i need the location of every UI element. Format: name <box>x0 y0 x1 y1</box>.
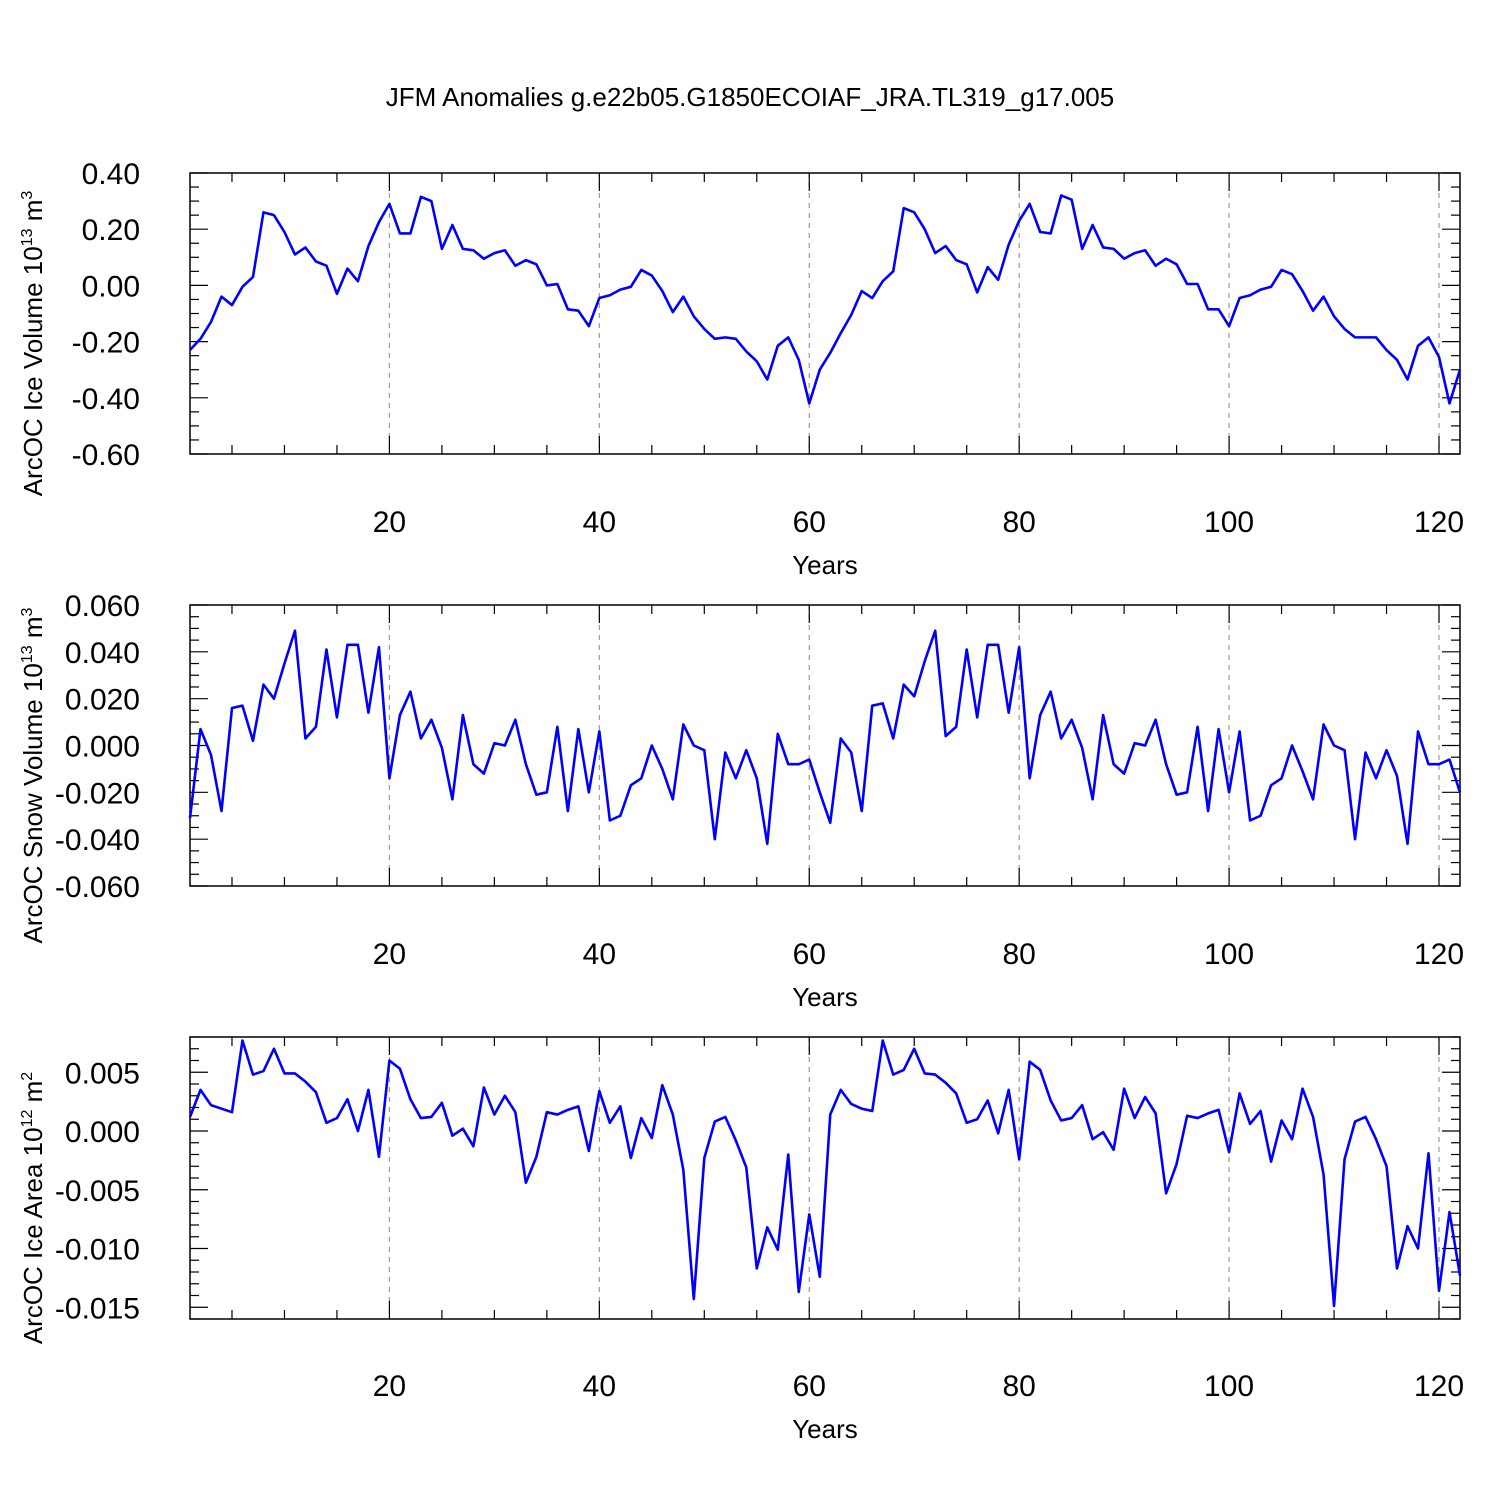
x-tick-label-40: 40 <box>583 1370 616 1403</box>
x-axis-title: Years <box>792 550 858 580</box>
x-tick-label-120: 120 <box>1414 938 1464 971</box>
x-tick-label-100: 100 <box>1204 506 1254 539</box>
x-tick-label-80: 80 <box>1002 506 1035 539</box>
snow-volume-panel: 20 40 60 80 100 120 0.060 0.040 0.020 0.000 -0.020… <box>18 590 1464 1012</box>
series-line <box>188 629 1462 846</box>
y-tick-label: -0.060 <box>55 871 140 904</box>
x-tick-label-80: 80 <box>1002 938 1035 971</box>
x-tick-label-60: 60 <box>793 506 826 539</box>
series-line <box>189 194 1462 405</box>
x-tick-label-60: 60 <box>793 1370 826 1403</box>
y-axis-title: ArcOC Snow Volume 1013 m3 <box>18 607 48 943</box>
y-tick-label: 0.00 <box>82 270 140 303</box>
x-tick-label-100: 100 <box>1204 1370 1254 1403</box>
y-tick-label: -0.015 <box>55 1292 140 1325</box>
x-tick-label-40: 40 <box>583 938 616 971</box>
y-tick-label: 0.000 <box>65 1116 140 1149</box>
plot-frame <box>189 604 1461 887</box>
y-tick-label: -0.40 <box>72 383 140 416</box>
series-line <box>188 1039 1462 1308</box>
x-tick-label-120: 120 <box>1414 506 1464 539</box>
x-tick-label-40: 40 <box>583 506 616 539</box>
y-axis-title: ArcOC Ice Area 1012 m2 <box>18 1072 48 1344</box>
y-tick-label: -0.010 <box>55 1234 140 1267</box>
y-tick-label: 0.40 <box>82 158 140 191</box>
x-tick-label-20: 20 <box>373 506 406 539</box>
ice-area-panel: 20 40 60 80 100 120 0.005 0.000 -0.005 -0.010 -0.0… <box>18 1036 1464 1444</box>
y-tick-label: -0.020 <box>55 777 140 810</box>
y-tick-label: -0.040 <box>55 824 140 857</box>
x-tick-label-60: 60 <box>793 938 826 971</box>
x-axis-title: Years <box>792 982 858 1012</box>
ice-volume-panel: 20 40 60 80 100 120 0.40 0.20 0.00 -0.20 -0.40 -0.6… <box>18 158 1464 580</box>
x-tick-label-20: 20 <box>373 938 406 971</box>
y-tick-label: 0.20 <box>82 214 140 247</box>
x-axis-title: Years <box>792 1414 858 1444</box>
x-tick-label-120: 120 <box>1414 1370 1464 1403</box>
x-tick-label-80: 80 <box>1002 1370 1035 1403</box>
plot-frame <box>189 172 1461 455</box>
x-tick-label-100: 100 <box>1204 938 1254 971</box>
y-tick-label: 0.020 <box>65 684 140 717</box>
y-axis-title: ArcOC Ice Volume 1013 m3 <box>18 191 48 497</box>
y-tick-label: 0.060 <box>65 590 140 623</box>
y-tick-label: 0.000 <box>65 731 140 764</box>
y-tick-label: -0.60 <box>72 439 140 472</box>
y-tick-label: 0.040 <box>65 637 140 670</box>
y-tick-label: -0.005 <box>55 1175 140 1208</box>
y-tick-label: -0.20 <box>72 327 140 360</box>
figure-title: JFM Anomalies g.e22b05.G1850ECOIAF_JRA.T… <box>386 82 1114 112</box>
y-tick-label: 0.005 <box>65 1057 140 1090</box>
x-tick-label-20: 20 <box>373 1370 406 1403</box>
